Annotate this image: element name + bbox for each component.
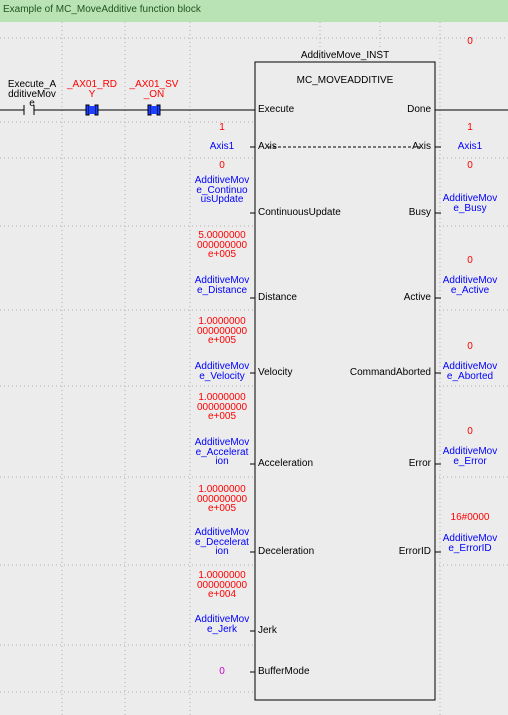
contact-variable: _AX01_SV_ON <box>129 79 179 100</box>
input-pin: Deceleration <box>258 546 315 557</box>
input-pin: BufferMode <box>258 666 310 677</box>
output-variable: AdditiveMove_ErrorID <box>442 533 498 554</box>
input-pin: Distance <box>258 292 297 303</box>
output-variable: Axis1 <box>457 141 483 152</box>
output-pin: CommandAborted <box>349 367 431 378</box>
input-value: 1.0000000000000000e+004 <box>196 570 248 600</box>
output-value: 0 <box>467 160 473 171</box>
input-value: 1.0000000000000000e+005 <box>196 392 248 422</box>
output-pin: Axis <box>412 141 431 152</box>
output-pin: Done <box>407 104 431 115</box>
input-variable: Axis1 <box>209 141 235 152</box>
input-value: 1.0000000000000000e+005 <box>196 484 248 514</box>
output-value: 1 <box>467 122 473 133</box>
input-variable: AdditiveMove_Deceleration <box>194 527 250 557</box>
input-pin: Axis <box>258 141 277 152</box>
input-value: 5.0000000000000000e+005 <box>196 230 248 260</box>
output-pin: Active <box>403 292 431 303</box>
output-variable: AdditiveMove_Active <box>442 275 498 296</box>
input-value: 0 <box>219 160 225 171</box>
input-variable: AdditiveMove_Jerk <box>194 614 250 635</box>
output-variable: AdditiveMove_Error <box>442 446 498 467</box>
input-pin: Velocity <box>258 367 293 378</box>
output-value: 0 <box>467 255 473 266</box>
input-pin: ContinuousUpdate <box>258 207 341 218</box>
input-value: 0 <box>219 666 225 677</box>
input-variable: AdditiveMove_Velocity <box>194 361 250 382</box>
fb-instance: AdditiveMove_INST <box>300 50 390 61</box>
input-value: 1 <box>219 122 225 133</box>
contact-variable: Execute_AdditiveMove <box>7 79 57 109</box>
input-variable: AdditiveMove_Distance <box>194 275 250 296</box>
fb-type: MC_MOVEADDITIVE <box>296 75 394 86</box>
input-value: 1.0000000000000000e+005 <box>196 316 248 346</box>
function-block <box>254 61 436 701</box>
output-value: 16#0000 <box>450 512 490 523</box>
input-pin: Execute <box>258 104 295 115</box>
output-value: 0 <box>467 36 473 47</box>
output-pin: Busy <box>408 207 431 218</box>
rung-comment: Example of MC_MoveAdditive function bloc… <box>0 0 508 22</box>
output-pin: Error <box>408 458 431 469</box>
output-pin: ErrorID <box>398 546 431 557</box>
output-variable: AdditiveMove_Busy <box>442 193 498 214</box>
output-variable: AdditiveMove_Aborted <box>442 361 498 382</box>
input-variable: AdditiveMove_ContinuousUpdate <box>194 175 250 205</box>
output-value: 0 <box>467 341 473 352</box>
contact-variable: _AX01_RDY <box>66 79 118 100</box>
output-value: 0 <box>467 426 473 437</box>
input-pin: Acceleration <box>258 458 314 469</box>
input-variable: AdditiveMove_Acceleration <box>194 437 250 467</box>
input-pin: Jerk <box>258 625 277 636</box>
